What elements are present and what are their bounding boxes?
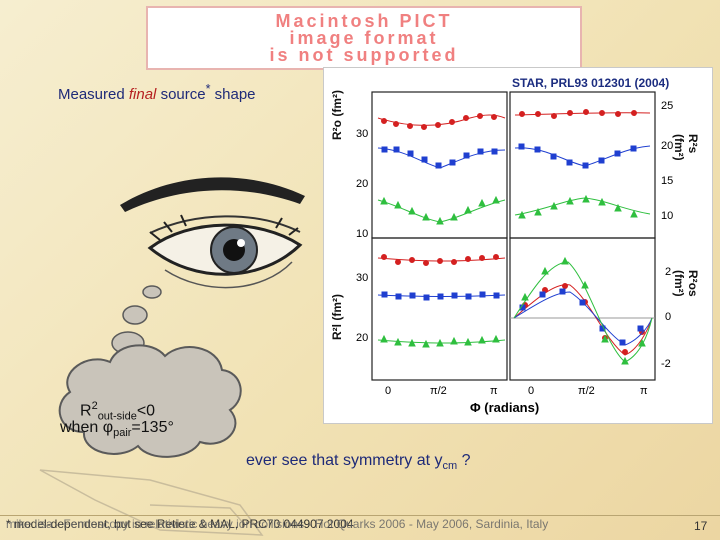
title-prefix: Measured: [58, 86, 129, 103]
panel-frame-bottom-right: [509, 237, 656, 381]
question-sub: cm: [442, 460, 458, 473]
series-blue-top-left: [377, 146, 506, 169]
tick-tl-2: 20: [356, 178, 369, 190]
series-blue-bottom-left: [377, 291, 506, 301]
phi-symbol: φ: [102, 419, 114, 436]
title-tail: shape: [210, 86, 256, 103]
tick-br-2: 0: [665, 311, 672, 323]
thought-line-2: when φpair=135°: [60, 418, 174, 443]
series-green-bottom-right: [513, 256, 653, 365]
pict-line-3: is not supported: [269, 45, 459, 65]
panel-label-bottom-left: R²l (fm²): [330, 294, 344, 340]
series-green-top-right: [514, 194, 651, 219]
thought-line-2-suffix: =135°: [131, 419, 174, 436]
series-blue-bottom-right: [513, 288, 653, 346]
title-superscript: *: [205, 82, 211, 96]
thought-line-2-prefix: when: [60, 419, 103, 436]
series-blue-top-right: [514, 143, 651, 169]
page-number: 17: [694, 519, 708, 533]
pict-line-1: Macintosh PICT: [275, 11, 453, 31]
question-text: ever see that symmetry at y: [246, 452, 443, 469]
tick-tl-1: 30: [356, 128, 369, 140]
tick-tr-4: 10: [661, 210, 674, 222]
pict-placeholder: Macintosh PICT image format is not suppo…: [146, 6, 582, 70]
thought-bubble-dot-2: [122, 305, 148, 325]
lower-eyelid: [164, 261, 293, 289]
thought-line-1: R2out-side<0: [80, 396, 155, 427]
xtick-6: π: [640, 385, 648, 397]
eye-highlight: [237, 239, 245, 247]
pict-line-2: image format: [289, 28, 439, 48]
thought-cloud: [58, 344, 242, 458]
series-red-top-left: [377, 113, 506, 130]
hbt-figure: [323, 67, 713, 424]
panel-label-bottom-right: R²os (fm²): [672, 270, 700, 297]
footer-credits: mike lisa - Femtoscopy in relativistic h…: [6, 517, 549, 531]
device-sketch: [39, 469, 264, 536]
xtick-5: π/2: [578, 385, 595, 397]
x-axis-label: Φ (radians): [470, 400, 540, 415]
tick-br-1: 2: [665, 266, 672, 278]
thought-line-2-sub: pair: [113, 427, 132, 440]
thought-line-1-sup: 2: [91, 400, 98, 412]
series-red-top-right: [514, 109, 651, 119]
panel-label-top-left: R²o (fm²): [330, 90, 344, 140]
xtick-2: π/2: [430, 385, 447, 397]
symmetry-question: ever see that symmetry at ycm ?: [246, 452, 471, 472]
tick-tr-1: 25: [661, 100, 674, 112]
xtick-3: π: [490, 385, 498, 397]
panel-frame-bottom-left: [371, 237, 508, 381]
series-red-bottom-right: [513, 283, 653, 356]
footnote: * model-dependent, but see Retiere & MAL…: [6, 517, 354, 531]
thought-line-1-prefix: R: [80, 402, 92, 420]
title-suffix: source: [156, 86, 206, 103]
thought-bubble-dot-1: [142, 285, 162, 299]
eyebrow: [120, 177, 305, 212]
tick-bl-1: 30: [356, 272, 369, 284]
eyelid-crease: [149, 215, 301, 234]
title-emphasis: final: [128, 86, 157, 103]
thought-line-1-suffix: <0: [136, 402, 156, 420]
tick-tr-2: 20: [661, 140, 674, 152]
eyelashes: [149, 214, 299, 241]
series-green-top-left: [377, 195, 506, 225]
figure-reference: STAR, PRL93 012301 (2004): [512, 76, 670, 90]
series-red-bottom-left: [377, 254, 506, 266]
series-green-bottom-left: [377, 334, 506, 348]
tick-br-3: -2: [661, 358, 671, 370]
xtick-1: 0: [385, 385, 392, 397]
panel-label-top-right: R²s (fm²): [672, 134, 700, 161]
thought-line-1-sub: out-side: [97, 410, 137, 423]
tick-tr-3: 15: [661, 175, 674, 187]
tick-bl-2: 20: [356, 332, 369, 344]
source-shape-title: Measured final source* shape: [58, 82, 256, 103]
xtick-4: 0: [528, 385, 535, 397]
footer-divider: [0, 515, 720, 516]
tick-tl-3: 10: [356, 228, 369, 240]
question-suffix: ?: [457, 452, 471, 469]
